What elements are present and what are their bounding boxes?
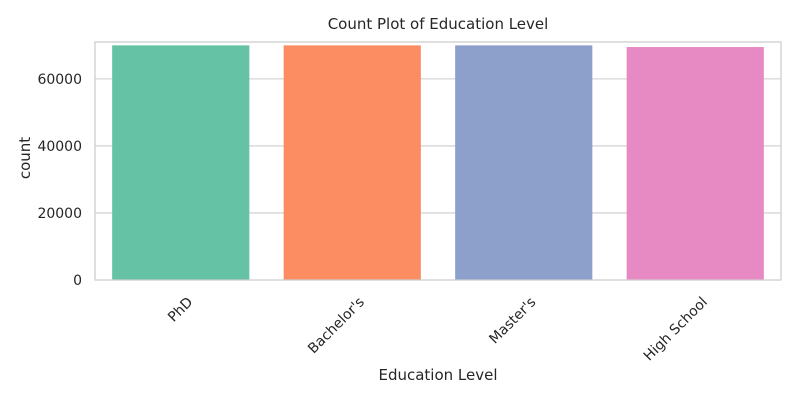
- y-axis-label: count: [16, 137, 34, 179]
- bars: [112, 45, 764, 280]
- y-tick-label: 20000: [37, 206, 82, 222]
- x-axis-label: Education Level: [378, 366, 497, 384]
- x-tick-label: High School: [641, 294, 711, 364]
- bar: [283, 45, 421, 280]
- chart-title: Count Plot of Education Level: [328, 15, 549, 33]
- bar: [455, 45, 593, 280]
- y-tick-label: 60000: [37, 72, 82, 88]
- y-tick-label: 40000: [37, 139, 82, 155]
- bar: [112, 45, 250, 280]
- bar: [626, 47, 764, 280]
- x-tick-label: Master's: [486, 294, 539, 347]
- y-tick-labels: 0 20000 40000 60000: [37, 72, 82, 289]
- x-tick-labels: PhD Bachelor's Master's High School: [165, 294, 711, 364]
- plot-frame: [94, 41, 782, 281]
- x-tick-label: PhD: [165, 294, 196, 325]
- y-tick-label: 0: [73, 273, 82, 289]
- x-tick-label: Bachelor's: [305, 294, 368, 357]
